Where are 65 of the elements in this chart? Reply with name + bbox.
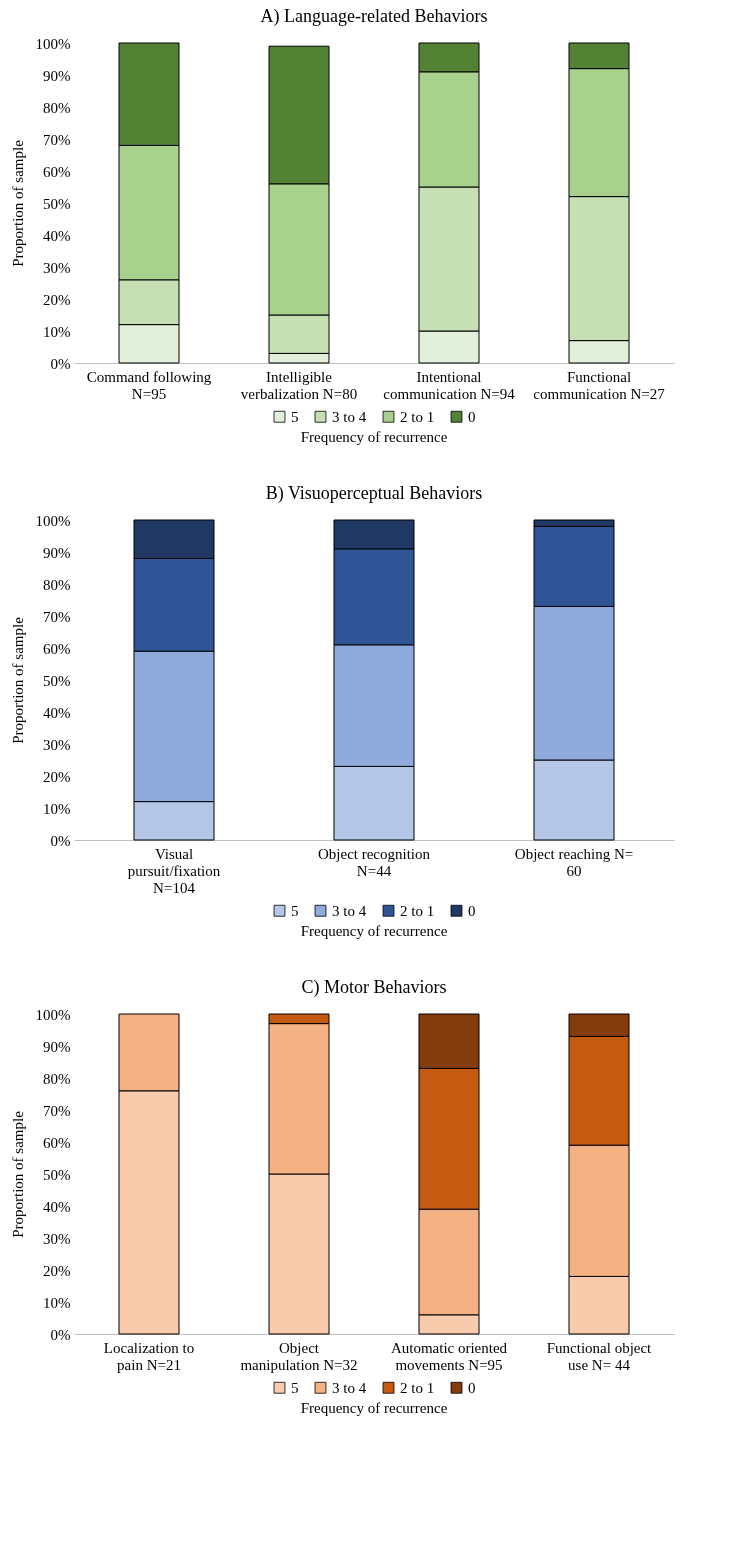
y-tick-label: 90%	[43, 67, 71, 84]
y-tick-label: 60%	[43, 640, 71, 657]
chart-title: C) Motor Behaviors	[301, 977, 447, 998]
y-tick-label: 40%	[43, 227, 71, 244]
y-tick-label: 0%	[50, 1326, 71, 1343]
y-tick-label: 60%	[43, 163, 71, 180]
y-tick-label: 50%	[43, 195, 71, 212]
y-tick-label: 80%	[43, 576, 71, 593]
y-tick-label: 40%	[43, 704, 71, 721]
y-tick-label: 0%	[50, 355, 71, 372]
legend-label: 5	[291, 408, 299, 425]
y-tick-label: 10%	[43, 800, 71, 817]
x-tick-label: Visual pursuit/fixation N=104	[127, 845, 221, 896]
chart-title: A) Language-related Behaviors	[260, 6, 488, 27]
y-tick-label: 50%	[43, 1166, 71, 1183]
x-tick-label: Intelligible verbalization N=80	[240, 368, 358, 402]
y-tick-label: 20%	[43, 768, 71, 785]
chart-title: B) Visuoperceptual Behaviors	[265, 483, 483, 504]
y-tick-label: 100%	[35, 35, 71, 52]
y-tick-label: 20%	[43, 1262, 71, 1279]
x-tick-label: Command following N=95	[86, 368, 212, 402]
y-tick-label: 60%	[43, 1134, 71, 1151]
legend-label: 3 to 4	[332, 408, 367, 425]
y-tick-label: 30%	[43, 259, 71, 276]
y-tick-label: 20%	[43, 291, 71, 308]
y-tick-label: 30%	[43, 1230, 71, 1247]
y-tick-label: 30%	[43, 736, 71, 753]
y-tick-label: 10%	[43, 323, 71, 340]
y-axis-title: Proportion of sample	[9, 139, 26, 267]
y-tick-label: 100%	[35, 512, 71, 529]
y-tick-label: 70%	[43, 131, 71, 148]
x-tick-label: Intentional communication N=94	[383, 368, 516, 402]
x-tick-label: Automatic oriented movements N=95	[390, 1339, 508, 1373]
legend-title: Frequency of recurrence	[300, 1400, 448, 1416]
legend-label: 2 to 1	[400, 902, 435, 919]
y-axis-title: Proportion of sample	[9, 1110, 26, 1238]
legend-label: 0	[468, 902, 476, 919]
x-tick-label: Localization to pain N=21	[103, 1339, 195, 1373]
x-tick-label: Object recognition N=44	[317, 845, 431, 879]
legend-label: 3 to 4	[332, 902, 367, 919]
legend-title: Frequency of recurrence	[300, 923, 448, 939]
y-tick-label: 100%	[35, 1006, 71, 1023]
legend-label: 0	[468, 408, 476, 425]
y-tick-label: 90%	[43, 1038, 71, 1055]
x-tick-label: Object reaching N= 60	[514, 845, 634, 879]
y-tick-label: 90%	[43, 544, 71, 561]
legend-title: Frequency of recurrence	[300, 429, 448, 445]
y-tick-label: 40%	[43, 1198, 71, 1215]
y-tick-label: 10%	[43, 1294, 71, 1311]
y-tick-label: 0%	[50, 832, 71, 849]
x-tick-label: Functional object use N= 44	[546, 1339, 653, 1373]
y-tick-label: 70%	[43, 608, 71, 625]
legend-label: 2 to 1	[400, 408, 435, 425]
y-axis-title: Proportion of sample	[9, 616, 26, 744]
legend-label: 5	[291, 1379, 299, 1396]
x-tick-label: Object manipulation N=32	[240, 1339, 358, 1373]
legend-label: 0	[468, 1379, 476, 1396]
y-tick-label: 70%	[43, 1102, 71, 1119]
y-tick-label: 80%	[43, 1070, 71, 1087]
legend-label: 5	[291, 902, 299, 919]
x-tick-label: Functional communication N=27	[533, 368, 666, 402]
y-tick-label: 80%	[43, 99, 71, 116]
legend-label: 2 to 1	[400, 1379, 435, 1396]
legend-label: 3 to 4	[332, 1379, 367, 1396]
y-tick-label: 50%	[43, 672, 71, 689]
